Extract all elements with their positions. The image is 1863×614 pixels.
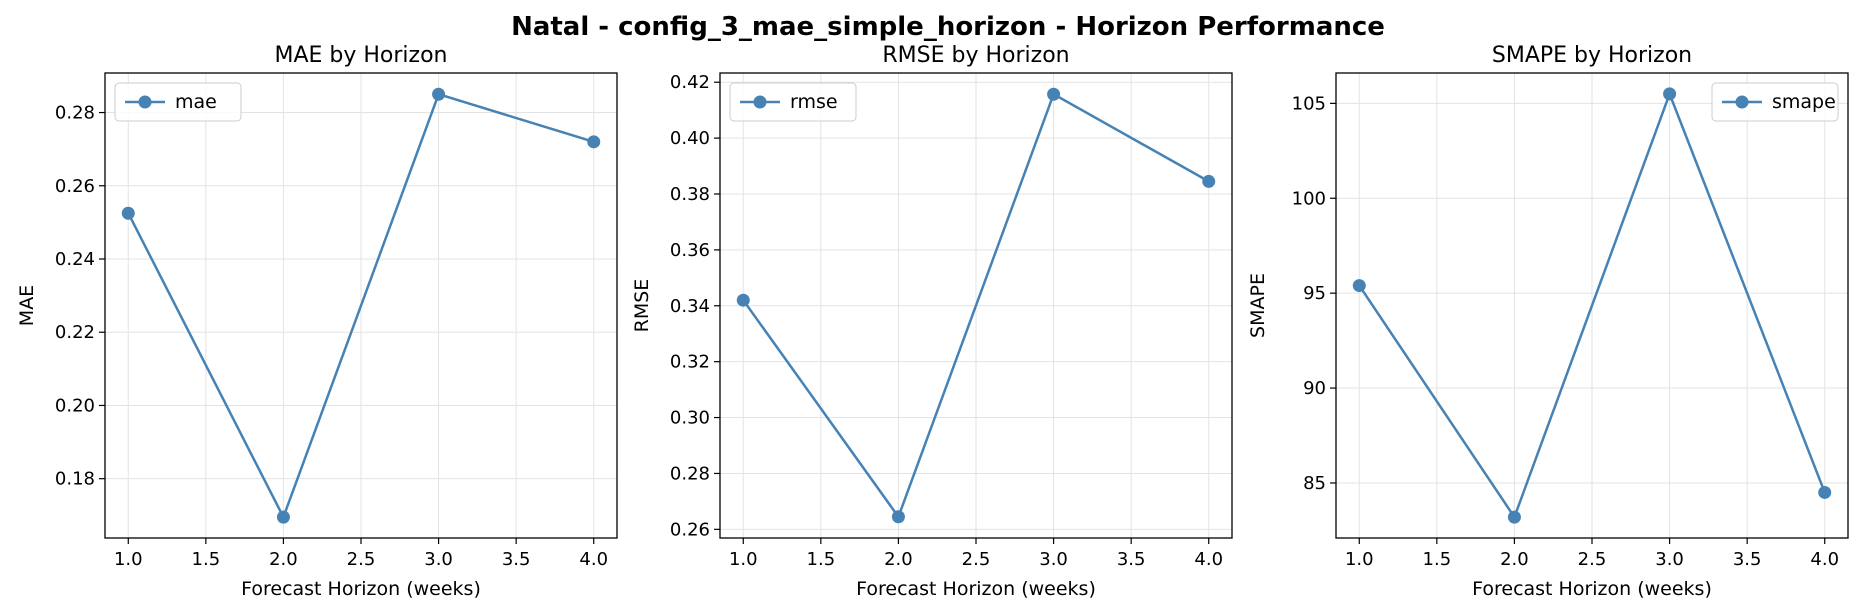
x-axis-label: Forecast Horizon (weeks) [1472,578,1712,600]
x-tick-label: 3.0 [1039,549,1068,570]
x-axis-label: Forecast Horizon (weeks) [241,578,481,600]
y-tick-label: 0.42 [670,72,710,93]
subplot-1: 1.0 1.5 2.0 2.5 3.0 3.5 4.0 0.18 0.20 0.22 0.24 0.2… [16,43,618,600]
x-tick-label: 3.0 [1655,549,1684,570]
x-tick-label: 4.0 [1194,549,1223,570]
y-axis-label: RMSE [631,279,653,333]
y-tick-label: 0.26 [55,176,95,197]
data-point [1202,174,1216,188]
x-tick-label: 2.5 [347,549,376,570]
x-tick-label: 3.0 [424,549,453,570]
data-point [1663,87,1677,101]
x-axis-label: Forecast Horizon (weeks) [856,578,1096,600]
subplot-title: MAE by Horizon [274,43,447,68]
y-tick-label: 0.28 [670,463,710,484]
y-tick-label: 0.30 [670,408,710,429]
subplot-2: 1.0 1.5 2.0 2.5 3.0 3.5 4.0 0.26 0.28 0.30 0.32 0.3… [631,43,1233,600]
axes-frame [1335,72,1849,539]
data-point [1507,510,1521,524]
data-point [121,206,135,220]
legend-box [114,82,242,122]
axes-frame [104,72,618,539]
legend: mae [114,82,242,122]
data-point [891,510,905,524]
figure-title: Natal - config_3_mae_simple_horizon - Ho… [511,12,1385,42]
x-tick-label: 2.0 [1500,549,1529,570]
data-point [1047,87,1061,101]
y-tick-label: 0.26 [670,519,710,540]
data-point [276,510,290,524]
x-tick-label: 2.5 [1578,549,1607,570]
y-tick-label: 0.24 [55,249,95,270]
y-axis-label: MAE [16,285,38,326]
y-tick-label: 0.18 [55,469,95,490]
legend-marker [138,95,152,109]
series-line [127,92,595,521]
legend-label: mae [175,91,217,113]
x-tick-label: 2.0 [269,549,298,570]
x-tick-label: 3.5 [1733,549,1762,570]
legend-label: rmse [790,91,838,113]
x-tick-label: 2.0 [884,549,913,570]
x-tick-label: 1.5 [192,549,221,570]
x-tick-label: 1.0 [114,549,143,570]
data-point [1818,485,1832,499]
y-axis-label: SMAPE [1247,273,1269,338]
y-tick-label: 90 [1303,378,1326,399]
y-tick-label: 105 [1292,93,1326,114]
x-tick-label: 1.5 [807,549,836,570]
data-point [1352,279,1366,293]
legend: rmse [729,82,857,122]
y-tick-label: 0.28 [55,103,95,124]
x-tick-label: 2.5 [962,549,991,570]
x-tick-label: 1.0 [1345,549,1374,570]
y-tick-label: 0.20 [55,395,95,416]
y-tick-label: 0.38 [670,184,710,205]
subplot-title: SMAPE by Horizon [1492,43,1692,68]
series-line [1358,90,1826,520]
y-tick-label: 0.32 [670,352,710,373]
y-tick-label: 0.22 [55,322,95,343]
data-point [432,87,446,101]
x-tick-label: 4.0 [1810,549,1839,570]
legend-marker [1735,95,1749,109]
y-tick-label: 0.40 [670,128,710,149]
series-line [742,92,1210,520]
y-tick-label: 0.34 [670,296,710,317]
legend: smape [1711,82,1839,122]
axes-frame [719,72,1233,539]
legend-marker [753,95,767,109]
y-tick-label: 95 [1303,283,1326,304]
legend-box [1711,82,1839,122]
legend-label: smape [1772,91,1836,113]
data-point [587,135,601,149]
x-tick-label: 1.5 [1423,549,1452,570]
subplots: 1.0 1.5 2.0 2.5 3.0 3.5 4.0 0.18 0.20 0.22 0.24 0.2… [16,43,1849,600]
data-point [736,293,750,307]
x-tick-label: 3.5 [1117,549,1146,570]
x-tick-label: 3.5 [502,549,531,570]
subplot-3: 1.0 1.5 2.0 2.5 3.0 3.5 4.0 85 90 95 100 105 SMAPE b… [1247,43,1849,600]
x-tick-label: 4.0 [579,549,608,570]
legend-box [729,82,857,122]
y-tick-label: 0.36 [670,240,710,261]
subplot-title: RMSE by Horizon [882,43,1069,68]
y-tick-label: 100 [1292,188,1326,209]
x-tick-label: 1.0 [729,549,758,570]
y-tick-label: 85 [1303,473,1326,494]
